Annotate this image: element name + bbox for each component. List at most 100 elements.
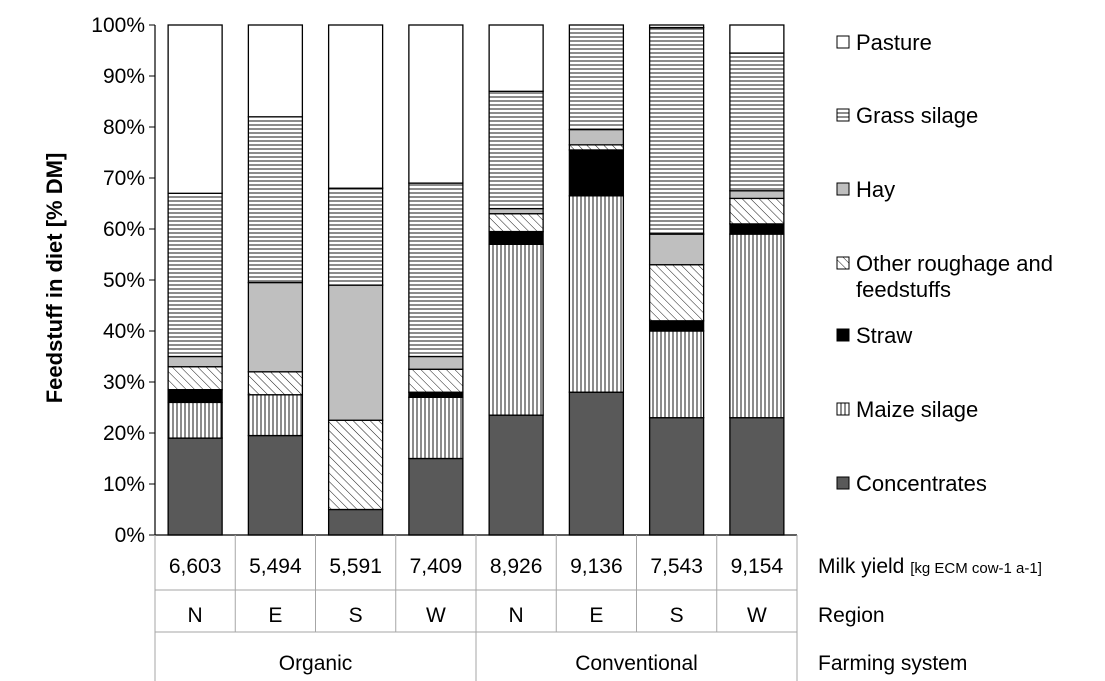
y-tick-label: 80% — [103, 116, 145, 139]
bar-segment-straw — [167, 388, 223, 404]
bar-segment-other-roughage-and-feedstuffs — [729, 197, 785, 225]
bar-segment-other-roughage-and-feedstuffs — [167, 366, 223, 391]
bar-segment-concentrates — [568, 391, 625, 536]
bar-segment-pasture — [648, 24, 705, 29]
bar-segment-grass-silage — [327, 187, 384, 286]
bar-segment-other-roughage-and-feedstuffs — [648, 264, 705, 322]
bar-segment-other-roughage-and-feedstuffs — [247, 371, 304, 396]
bar-segment-pasture — [327, 24, 384, 189]
legend-swatch — [836, 108, 850, 122]
region-value: S — [349, 604, 363, 627]
legend-swatch — [836, 402, 850, 416]
bar-segment-pasture — [488, 24, 544, 92]
legend-swatch — [836, 35, 850, 49]
bar-stack-conventional-n — [488, 24, 544, 536]
milk-yield-value: 9,136 — [570, 555, 623, 578]
y-tick-label: 30% — [103, 371, 145, 394]
bar-segment-concentrates — [247, 434, 304, 536]
bar-stack-conventional-w — [729, 24, 785, 536]
bar-segment-other-roughage-and-feedstuffs — [327, 419, 384, 511]
y-axis-label: Feedstuff in diet [% DM] — [42, 153, 67, 404]
legend-item-other-roughage-and-feedstuffs: Other roughage and feedstuffs — [836, 251, 1053, 302]
bar-segment-grass-silage — [247, 116, 304, 284]
legend-item-hay: Hay — [836, 177, 895, 202]
milk-yield-value: 6,603 — [169, 555, 222, 578]
y-tick-label: 20% — [103, 422, 145, 445]
bar-stack-organic-n — [167, 24, 223, 536]
legend-item-concentrates: Concentrates — [836, 471, 987, 496]
bar-segment-hay — [327, 284, 384, 421]
legend: Pasture Grass silage Hay Other roughage and… — [836, 30, 1053, 496]
region-value: E — [268, 604, 282, 627]
region-value: W — [426, 604, 446, 627]
bar-segment-straw — [488, 230, 544, 245]
legend-item-maize-silage: Maize silage — [836, 397, 978, 422]
legend-label: Maize silage — [856, 397, 978, 422]
bar-stack-conventional-e — [568, 24, 625, 536]
row-label-region: Region — [818, 604, 885, 627]
bar-segment-concentrates — [729, 417, 785, 536]
bar-segment-pasture — [729, 24, 785, 54]
bar-segment-maize-silage — [568, 195, 625, 393]
bar-segment-grass-silage — [488, 90, 544, 210]
bar-segment-maize-silage — [408, 396, 464, 460]
farming-system-value: Conventional — [575, 652, 698, 675]
legend-label: Straw — [856, 323, 912, 348]
bars — [167, 24, 785, 536]
bar-segment-maize-silage — [247, 394, 304, 437]
farming-system-value: Organic — [279, 652, 353, 675]
bar-segment-concentrates — [408, 457, 464, 536]
legend-swatch — [836, 182, 850, 196]
row-label-farming-system: Farming system — [818, 652, 967, 675]
legend-label: Hay — [856, 177, 895, 202]
bar-segment-straw — [729, 223, 785, 235]
bar-segment-concentrates — [648, 417, 705, 536]
bar-segment-straw — [648, 320, 705, 332]
legend-label: Grass silage — [856, 103, 978, 128]
bar-segment-pasture — [408, 24, 464, 184]
legend-label: Other roughage and feedstuffs — [856, 251, 1053, 302]
region-value: W — [747, 604, 767, 627]
legend-item-pasture: Pasture — [836, 30, 932, 55]
bar-segment-other-roughage-and-feedstuffs — [488, 213, 544, 233]
bar-segment-other-roughage-and-feedstuffs — [408, 368, 464, 393]
bar-segment-grass-silage — [408, 182, 464, 358]
bar-segment-hay — [568, 128, 625, 146]
y-tick-label: 0% — [115, 524, 145, 547]
y-tick-label: 50% — [103, 269, 145, 292]
bar-segment-maize-silage — [488, 243, 544, 416]
y-tick-label: 100% — [91, 14, 145, 37]
bar-segment-maize-silage — [648, 330, 705, 419]
region-value: N — [188, 604, 203, 627]
y-tick-label: 60% — [103, 218, 145, 241]
bar-segment-concentrates — [167, 437, 223, 536]
region-value: N — [509, 604, 524, 627]
bar-segment-concentrates — [327, 508, 384, 536]
region-value: S — [670, 604, 684, 627]
bar-segment-grass-silage — [729, 52, 785, 192]
legend-swatch — [836, 328, 850, 342]
milk-yield-value: 9,154 — [731, 555, 784, 578]
bar-segment-maize-silage — [167, 401, 223, 439]
y-axis-ticks: 0% 10% 20% 30% 40% 50% 60% 70% 80% 90% 100% — [91, 14, 155, 547]
legend-swatch — [836, 256, 850, 270]
bar-segment-straw — [568, 149, 625, 197]
bar-stack-conventional-s — [648, 24, 705, 536]
bar-segment-hay — [408, 355, 464, 370]
bar-segment-hay — [247, 281, 304, 373]
region-value: E — [589, 604, 603, 627]
bar-segment-grass-silage — [167, 192, 223, 358]
y-tick-label: 70% — [103, 167, 145, 190]
bar-segment-grass-silage — [648, 26, 705, 235]
bar-segment-maize-silage — [729, 233, 785, 419]
legend-item-grass-silage: Grass silage — [836, 103, 978, 128]
bar-stack-organic-w — [408, 24, 464, 536]
bar-segment-hay — [648, 233, 705, 266]
bar-segment-other-roughage-and-feedstuffs — [568, 144, 625, 151]
bar-segment-concentrates — [488, 414, 544, 536]
bar-segment-grass-silage — [568, 24, 625, 131]
milk-yield-value: 7,543 — [650, 555, 703, 578]
bar-segment-straw — [408, 391, 464, 398]
bar-segment-hay — [729, 190, 785, 200]
